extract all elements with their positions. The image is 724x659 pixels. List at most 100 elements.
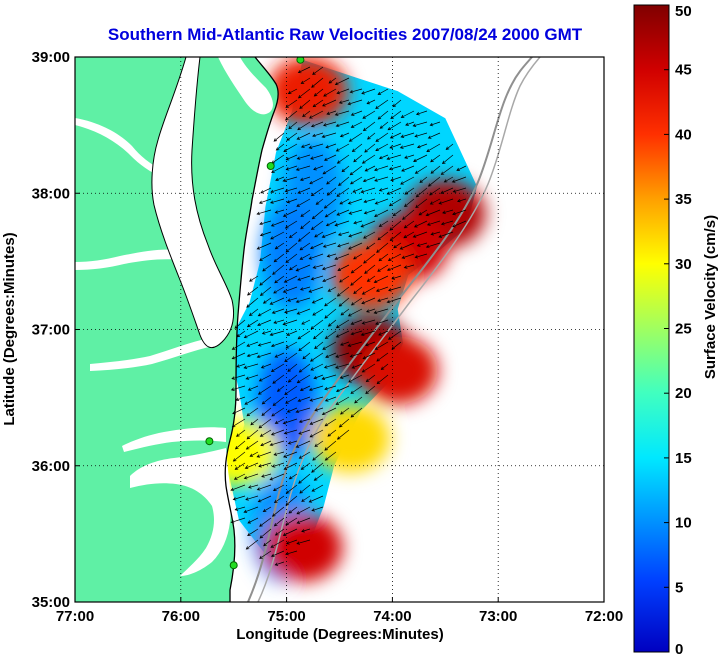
- velocity-vector: [296, 198, 311, 207]
- velocity-vector: [361, 363, 376, 373]
- velocity-vector: [257, 341, 272, 347]
- velocity-vector: [377, 297, 389, 302]
- velocity-vector: [361, 319, 376, 325]
- velocity-vector: [347, 341, 363, 347]
- velocity-vector: [429, 187, 441, 196]
- velocity-vector: [282, 418, 298, 425]
- radar-site-marker: [296, 57, 305, 64]
- velocity-vector: [415, 110, 428, 116]
- velocity-vector: [376, 242, 389, 253]
- velocity-vector: [299, 253, 311, 260]
- velocity-vector: [271, 308, 285, 314]
- velocity-vector: [378, 220, 389, 228]
- velocity-vector: [452, 187, 467, 193]
- x-tick-label: 76:00: [162, 608, 200, 625]
- velocity-vector: [298, 363, 311, 373]
- velocity-vector: [375, 286, 389, 292]
- velocity-vector: [327, 429, 337, 437]
- velocity-vector: [387, 121, 402, 131]
- velocity-vector: [269, 440, 285, 447]
- velocity-vector: [377, 110, 389, 120]
- velocity-vector: [361, 88, 376, 95]
- velocity-vector: [258, 462, 272, 468]
- velocity-vector: [334, 363, 350, 369]
- velocity-vector: [335, 352, 350, 358]
- velocity-vector: [247, 286, 259, 296]
- velocity-vector: [349, 352, 363, 358]
- velocity-vector: [404, 187, 415, 195]
- velocity-vector: [352, 187, 363, 193]
- velocity-vector: [296, 132, 311, 140]
- velocity-vector: [275, 176, 285, 181]
- velocity-vector: [341, 165, 350, 173]
- velocity-vector: [388, 165, 402, 171]
- velocity-vector: [263, 539, 272, 547]
- velocity-vector: [412, 121, 428, 127]
- velocity-vector: [337, 264, 350, 271]
- velocity-vector: [231, 352, 246, 360]
- velocity-vector: [261, 473, 272, 478]
- colorbar-label: Surface Velocity (cm/s): [702, 215, 719, 379]
- velocity-vector: [256, 484, 272, 491]
- velocity-vector: [326, 187, 337, 196]
- x-axis: 77:00 76:00 75:00 74:00 73:00 72:00: [56, 597, 623, 625]
- velocity-vector: [236, 363, 246, 368]
- velocity-vector: [327, 286, 337, 292]
- velocity-vector: [350, 264, 363, 274]
- velocity-vector: [276, 385, 285, 392]
- velocity-vector: [426, 220, 441, 226]
- velocity-vector: [323, 363, 337, 369]
- velocity-vector: [311, 77, 324, 88]
- velocity-vector: [350, 319, 363, 325]
- velocity-vector: [309, 176, 324, 185]
- velocity-vector: [256, 242, 272, 250]
- velocity-low: [261, 199, 322, 310]
- velocity-vector: [324, 209, 337, 218]
- velocity-hotspot: [331, 241, 412, 309]
- velocity-vector: [295, 264, 311, 272]
- velocity-vector: [323, 198, 337, 209]
- velocity-vector: [308, 110, 324, 119]
- velocity-vector: [340, 341, 350, 346]
- velocity-vector: [302, 110, 311, 118]
- bathymetry-contour: [257, 57, 541, 602]
- velocity-vector: [412, 231, 428, 238]
- velocity-vector: [270, 341, 285, 348]
- velocity-vector: [309, 396, 324, 402]
- velocity-vector: [438, 198, 454, 205]
- velocity-vector: [313, 88, 324, 97]
- velocity-vector: [326, 176, 337, 185]
- velocity-vector: [271, 462, 285, 468]
- velocity-vector: [427, 176, 441, 187]
- chesapeake-bay: [151, 57, 234, 348]
- velocity-vector: [285, 517, 298, 526]
- velocity-vector: [310, 319, 324, 330]
- velocity-vector: [297, 396, 311, 403]
- x-tick-label: 73:00: [479, 608, 517, 625]
- chart-title: Southern Mid-Atlantic Raw Velocities 200…: [108, 25, 583, 44]
- velocity-vector: [414, 253, 428, 259]
- velocity-vector: [321, 374, 337, 380]
- velocity-vector: [262, 264, 272, 272]
- velocity-vector: [285, 341, 298, 349]
- x-tick-label: 75:00: [267, 608, 305, 625]
- velocity-vector: [391, 275, 402, 280]
- velocity-vector: [347, 99, 363, 106]
- velocity-vector: [299, 176, 311, 181]
- velocity-vector: [350, 297, 363, 306]
- velocity-vector: [350, 110, 363, 116]
- velocity-vector: [311, 297, 324, 304]
- velocity-vector: [287, 440, 298, 445]
- velocity-vector: [258, 374, 272, 382]
- velocity-vector: [248, 308, 259, 317]
- velocity-vector: [302, 352, 311, 360]
- velocity-vector: [262, 506, 272, 512]
- velocity-vector: [297, 275, 311, 281]
- velocity-vector: [324, 308, 337, 319]
- velocity-vector: [272, 374, 285, 384]
- velocity-vector: [285, 154, 298, 161]
- velocity-vector: [310, 275, 324, 281]
- velocity-vector: [456, 198, 467, 203]
- velocity-vector: [365, 374, 376, 383]
